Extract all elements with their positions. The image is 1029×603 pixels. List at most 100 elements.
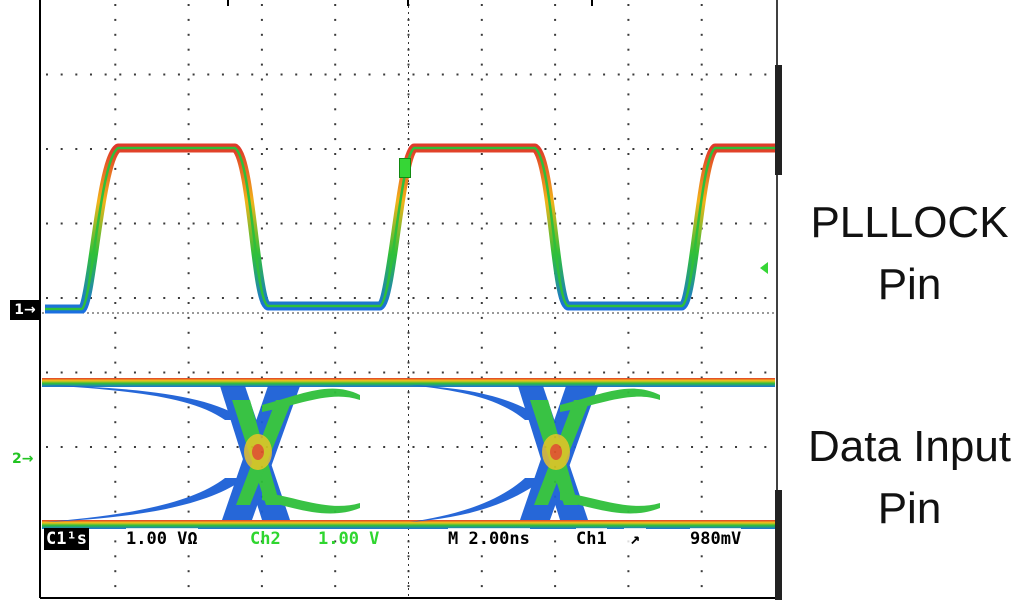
- grid-dot: [334, 421, 337, 424]
- grid-dot: [700, 63, 703, 66]
- grid-dot: [700, 287, 703, 290]
- grid-dot: [603, 371, 606, 374]
- grid-dot: [627, 465, 630, 468]
- grid-dot: [700, 570, 703, 573]
- grid-dot: [187, 376, 190, 379]
- grid-dot: [700, 376, 703, 379]
- grid-dot: [480, 167, 483, 170]
- grid-dot: [617, 446, 620, 448]
- grid-dot: [260, 78, 263, 81]
- grid-dot: [632, 446, 635, 448]
- grid-dot: [353, 297, 356, 299]
- plllock-pin-label: PLLLOCK Pin: [790, 192, 1029, 316]
- grid-dot: [515, 222, 518, 225]
- grid-dot: [700, 108, 703, 111]
- grid-dot: [691, 297, 694, 299]
- grid-dot: [187, 570, 190, 573]
- grid-dot: [260, 346, 263, 349]
- grid-dot: [661, 446, 664, 448]
- grid-dot: [588, 297, 591, 299]
- grid-dot: [187, 153, 190, 155]
- grid-dot: [480, 421, 483, 424]
- grid-dot: [187, 346, 190, 349]
- trigger-level: 980mV: [690, 528, 742, 550]
- grid-dot: [163, 297, 166, 299]
- grid-dot: [456, 297, 459, 299]
- grid-dot: [700, 346, 703, 349]
- grid-dot: [334, 376, 337, 379]
- grid-dot: [334, 451, 337, 453]
- grid-dot: [554, 123, 557, 126]
- grid-dot: [148, 446, 151, 448]
- grid-dot: [661, 297, 664, 299]
- grid-dot: [60, 73, 63, 76]
- grid-dot: [627, 4, 630, 6]
- grid-dot: [480, 287, 483, 290]
- grid-dot: [627, 123, 630, 126]
- grid-dot: [260, 123, 263, 126]
- grid-dot: [627, 138, 630, 141]
- grid-dot: [500, 446, 503, 448]
- grid-dot: [407, 495, 410, 498]
- grid-dot: [114, 108, 117, 111]
- grid-dot: [407, 585, 410, 588]
- grid-dot: [295, 73, 298, 76]
- grid-dot: [187, 316, 190, 319]
- grid-dot: [627, 153, 630, 155]
- grid-dot: [735, 297, 738, 299]
- grid-dot: [676, 73, 679, 76]
- grid-dot: [529, 446, 532, 448]
- grid-dot: [700, 153, 703, 155]
- grid-dot: [700, 331, 703, 334]
- grid-dot: [412, 222, 415, 225]
- grid-dot: [588, 222, 591, 225]
- grid-dot: [544, 371, 547, 374]
- grid-dot: [647, 297, 650, 299]
- grid-dot: [480, 272, 483, 275]
- grid-dot: [236, 371, 239, 374]
- grid-dot: [480, 480, 483, 483]
- grid-dot: [515, 446, 518, 448]
- grid-dot: [407, 391, 410, 394]
- grid-dot: [456, 222, 459, 225]
- grid-dot: [60, 371, 63, 374]
- grid-dot: [705, 73, 708, 76]
- grid-dot: [485, 297, 488, 299]
- grid-dot: [295, 148, 298, 150]
- grid-dot: [265, 222, 268, 225]
- grid-dot: [353, 371, 356, 374]
- grid-dot: [554, 540, 557, 543]
- grid-dot: [480, 78, 483, 81]
- grid-dot: [588, 371, 591, 374]
- grid-dot: [148, 222, 151, 225]
- grid-dot: [75, 297, 78, 299]
- grid-dot: [334, 63, 337, 66]
- grid-dot: [554, 63, 557, 66]
- grid-dot: [480, 108, 483, 111]
- grid-dot: [265, 148, 268, 150]
- grid-dot: [334, 93, 337, 96]
- grid-dot: [368, 297, 371, 299]
- grid-dot: [334, 272, 337, 275]
- grid-dot: [480, 4, 483, 6]
- grid-dot: [187, 272, 190, 275]
- grid-dot: [480, 451, 483, 453]
- grid-dot: [368, 222, 371, 225]
- timebase-readout: M 2.00ns: [448, 528, 530, 550]
- grid-dot: [480, 242, 483, 245]
- grid-dot: [114, 555, 117, 558]
- grid-dot: [647, 222, 650, 225]
- grid-dot: [764, 297, 767, 299]
- grid-dot: [529, 73, 532, 76]
- grid-dot: [309, 446, 312, 448]
- grid-dot: [749, 371, 752, 374]
- grid-dot: [309, 222, 312, 225]
- grid-dot: [114, 346, 117, 349]
- grid-dot: [700, 465, 703, 468]
- grid-dot: [334, 197, 337, 200]
- grid-dot: [192, 222, 195, 225]
- grid-dot: [46, 371, 48, 374]
- grid-dot: [480, 138, 483, 141]
- grid-dot: [75, 148, 78, 150]
- grid-dot: [280, 371, 283, 374]
